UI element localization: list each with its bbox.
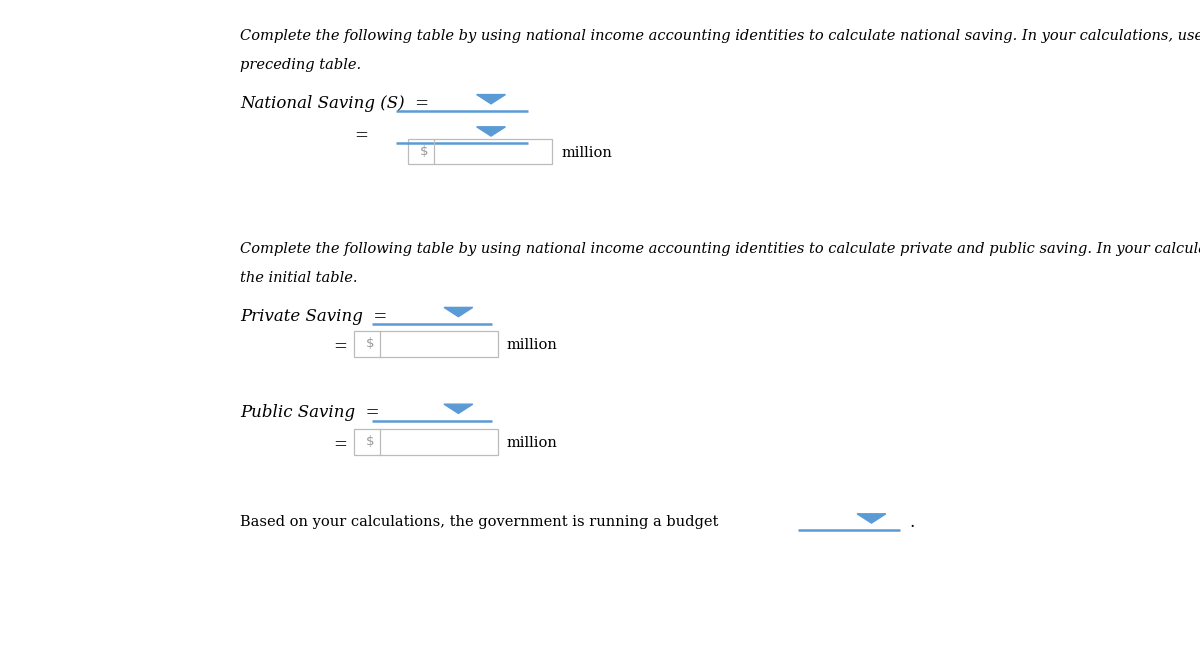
Polygon shape (857, 514, 886, 523)
Polygon shape (444, 404, 473, 413)
Text: =: = (334, 437, 348, 453)
FancyBboxPatch shape (354, 429, 498, 455)
Text: Complete the following table by using national income accounting identities to c: Complete the following table by using na… (240, 29, 1200, 43)
Text: Public Saving  =: Public Saving = (240, 404, 379, 421)
Polygon shape (476, 127, 505, 136)
Text: $: $ (366, 435, 374, 448)
FancyBboxPatch shape (354, 331, 498, 357)
Polygon shape (444, 308, 473, 317)
Text: Private Saving  =: Private Saving = (240, 308, 388, 324)
Text: =: = (334, 339, 348, 355)
Text: $: $ (366, 337, 374, 350)
Text: $: $ (420, 145, 428, 158)
Text: the initial table.: the initial table. (240, 271, 358, 285)
Text: National Saving (S)  =: National Saving (S) = (240, 95, 430, 112)
Text: million: million (506, 436, 557, 450)
Text: Based on your calculations, the government is running a budget: Based on your calculations, the governme… (240, 515, 719, 530)
Text: .: . (910, 514, 914, 531)
Text: Complete the following table by using national income accounting identities to c: Complete the following table by using na… (240, 242, 1200, 256)
Polygon shape (476, 95, 505, 104)
Text: preceding table.: preceding table. (240, 58, 361, 72)
Text: million: million (562, 146, 612, 160)
Text: million: million (506, 338, 557, 352)
FancyBboxPatch shape (408, 139, 552, 164)
Text: =: = (354, 127, 368, 144)
